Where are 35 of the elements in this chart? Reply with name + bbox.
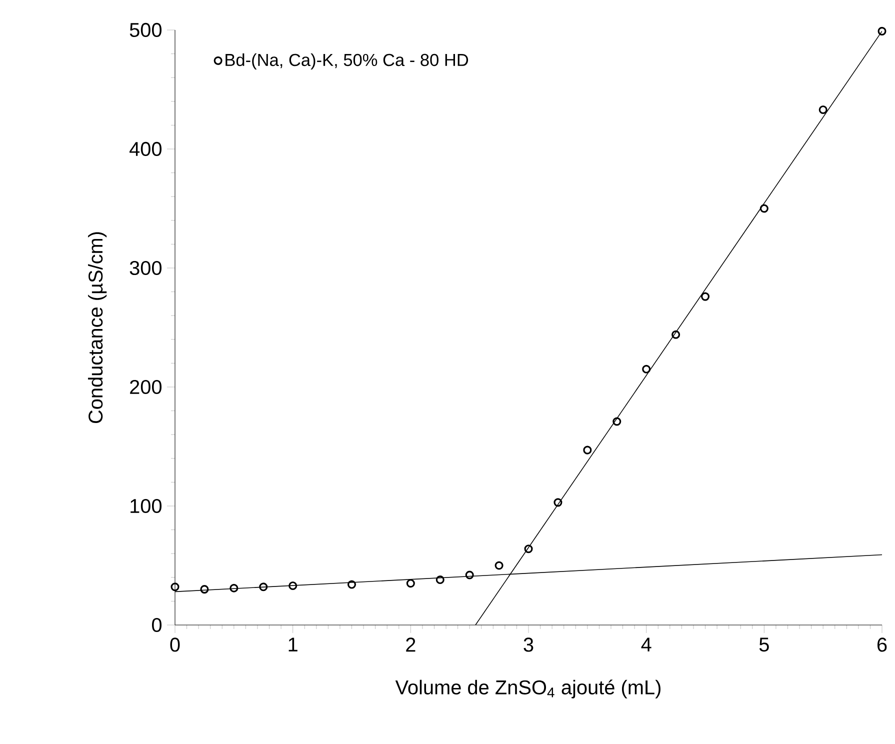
y-axis-title: Conductance (µS/cm): [88, 232, 107, 424]
y-tick-label: 400: [130, 142, 162, 156]
point: [259, 582, 268, 592]
point: [700, 292, 710, 301]
point: [583, 446, 592, 454]
x-tick-label: 1: [288, 638, 298, 652]
legend-label: Bd-(Na, Ca)-K, 50% Ca - 80 HD: [226, 53, 468, 70]
point: [347, 580, 356, 589]
point: [554, 498, 562, 507]
x-tick-label: 5: [759, 638, 769, 652]
point: [170, 582, 180, 592]
point: [672, 330, 680, 339]
point: [230, 584, 238, 592]
x-tick-label: 3: [524, 638, 534, 652]
point: [612, 417, 622, 426]
x-axis-title: Volume de ZnSO$_{4}$ ajouté (mL): [395, 680, 660, 698]
x-tick-label: 4: [641, 638, 652, 652]
point: [436, 576, 444, 584]
point: [524, 544, 533, 554]
point: [760, 204, 768, 213]
point: [200, 585, 209, 594]
point: [406, 579, 415, 588]
y-tick-label: 300: [130, 260, 162, 276]
x-tick-label: 0: [170, 638, 180, 652]
point: [642, 364, 651, 374]
y-tick-label: 100: [130, 498, 162, 514]
point: [288, 581, 298, 590]
y-tick-label: 500: [130, 22, 162, 38]
y-tick-label: 200: [130, 380, 162, 394]
point: [465, 570, 474, 580]
y-tick-label: 0: [152, 618, 162, 632]
x-tick-label: 6: [877, 638, 887, 652]
point: [494, 561, 504, 570]
point: [818, 105, 828, 114]
x-tick-label: 2: [406, 638, 416, 652]
